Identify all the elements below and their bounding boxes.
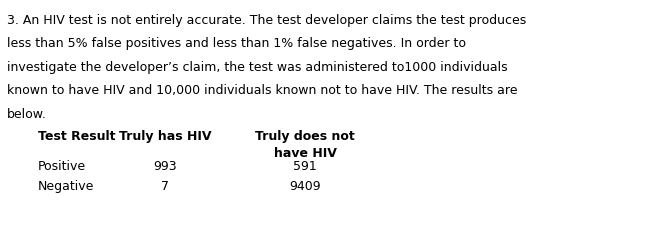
Text: below.: below. [7,108,47,121]
Text: Negative: Negative [38,179,94,192]
Text: investigate the developer’s claim, the test was administered to1000 individuals: investigate the developer’s claim, the t… [7,61,508,74]
Text: Truly has HIV: Truly has HIV [119,129,211,142]
Text: known to have HIV and 10,000 individuals known not to have HIV. The results are: known to have HIV and 10,000 individuals… [7,84,518,97]
Text: less than 5% false positives and less than 1% false negatives. In order to: less than 5% false positives and less th… [7,37,466,50]
Text: Positive: Positive [38,159,86,172]
Text: 993: 993 [154,159,177,172]
Text: 3. An HIV test is not entirely accurate. The test developer claims the test prod: 3. An HIV test is not entirely accurate.… [7,14,526,27]
Text: 591: 591 [293,159,317,172]
Text: Truly does not
have HIV: Truly does not have HIV [255,129,355,159]
Text: 9409: 9409 [289,179,321,192]
Text: 7: 7 [161,179,169,192]
Text: Test Result: Test Result [38,129,115,142]
